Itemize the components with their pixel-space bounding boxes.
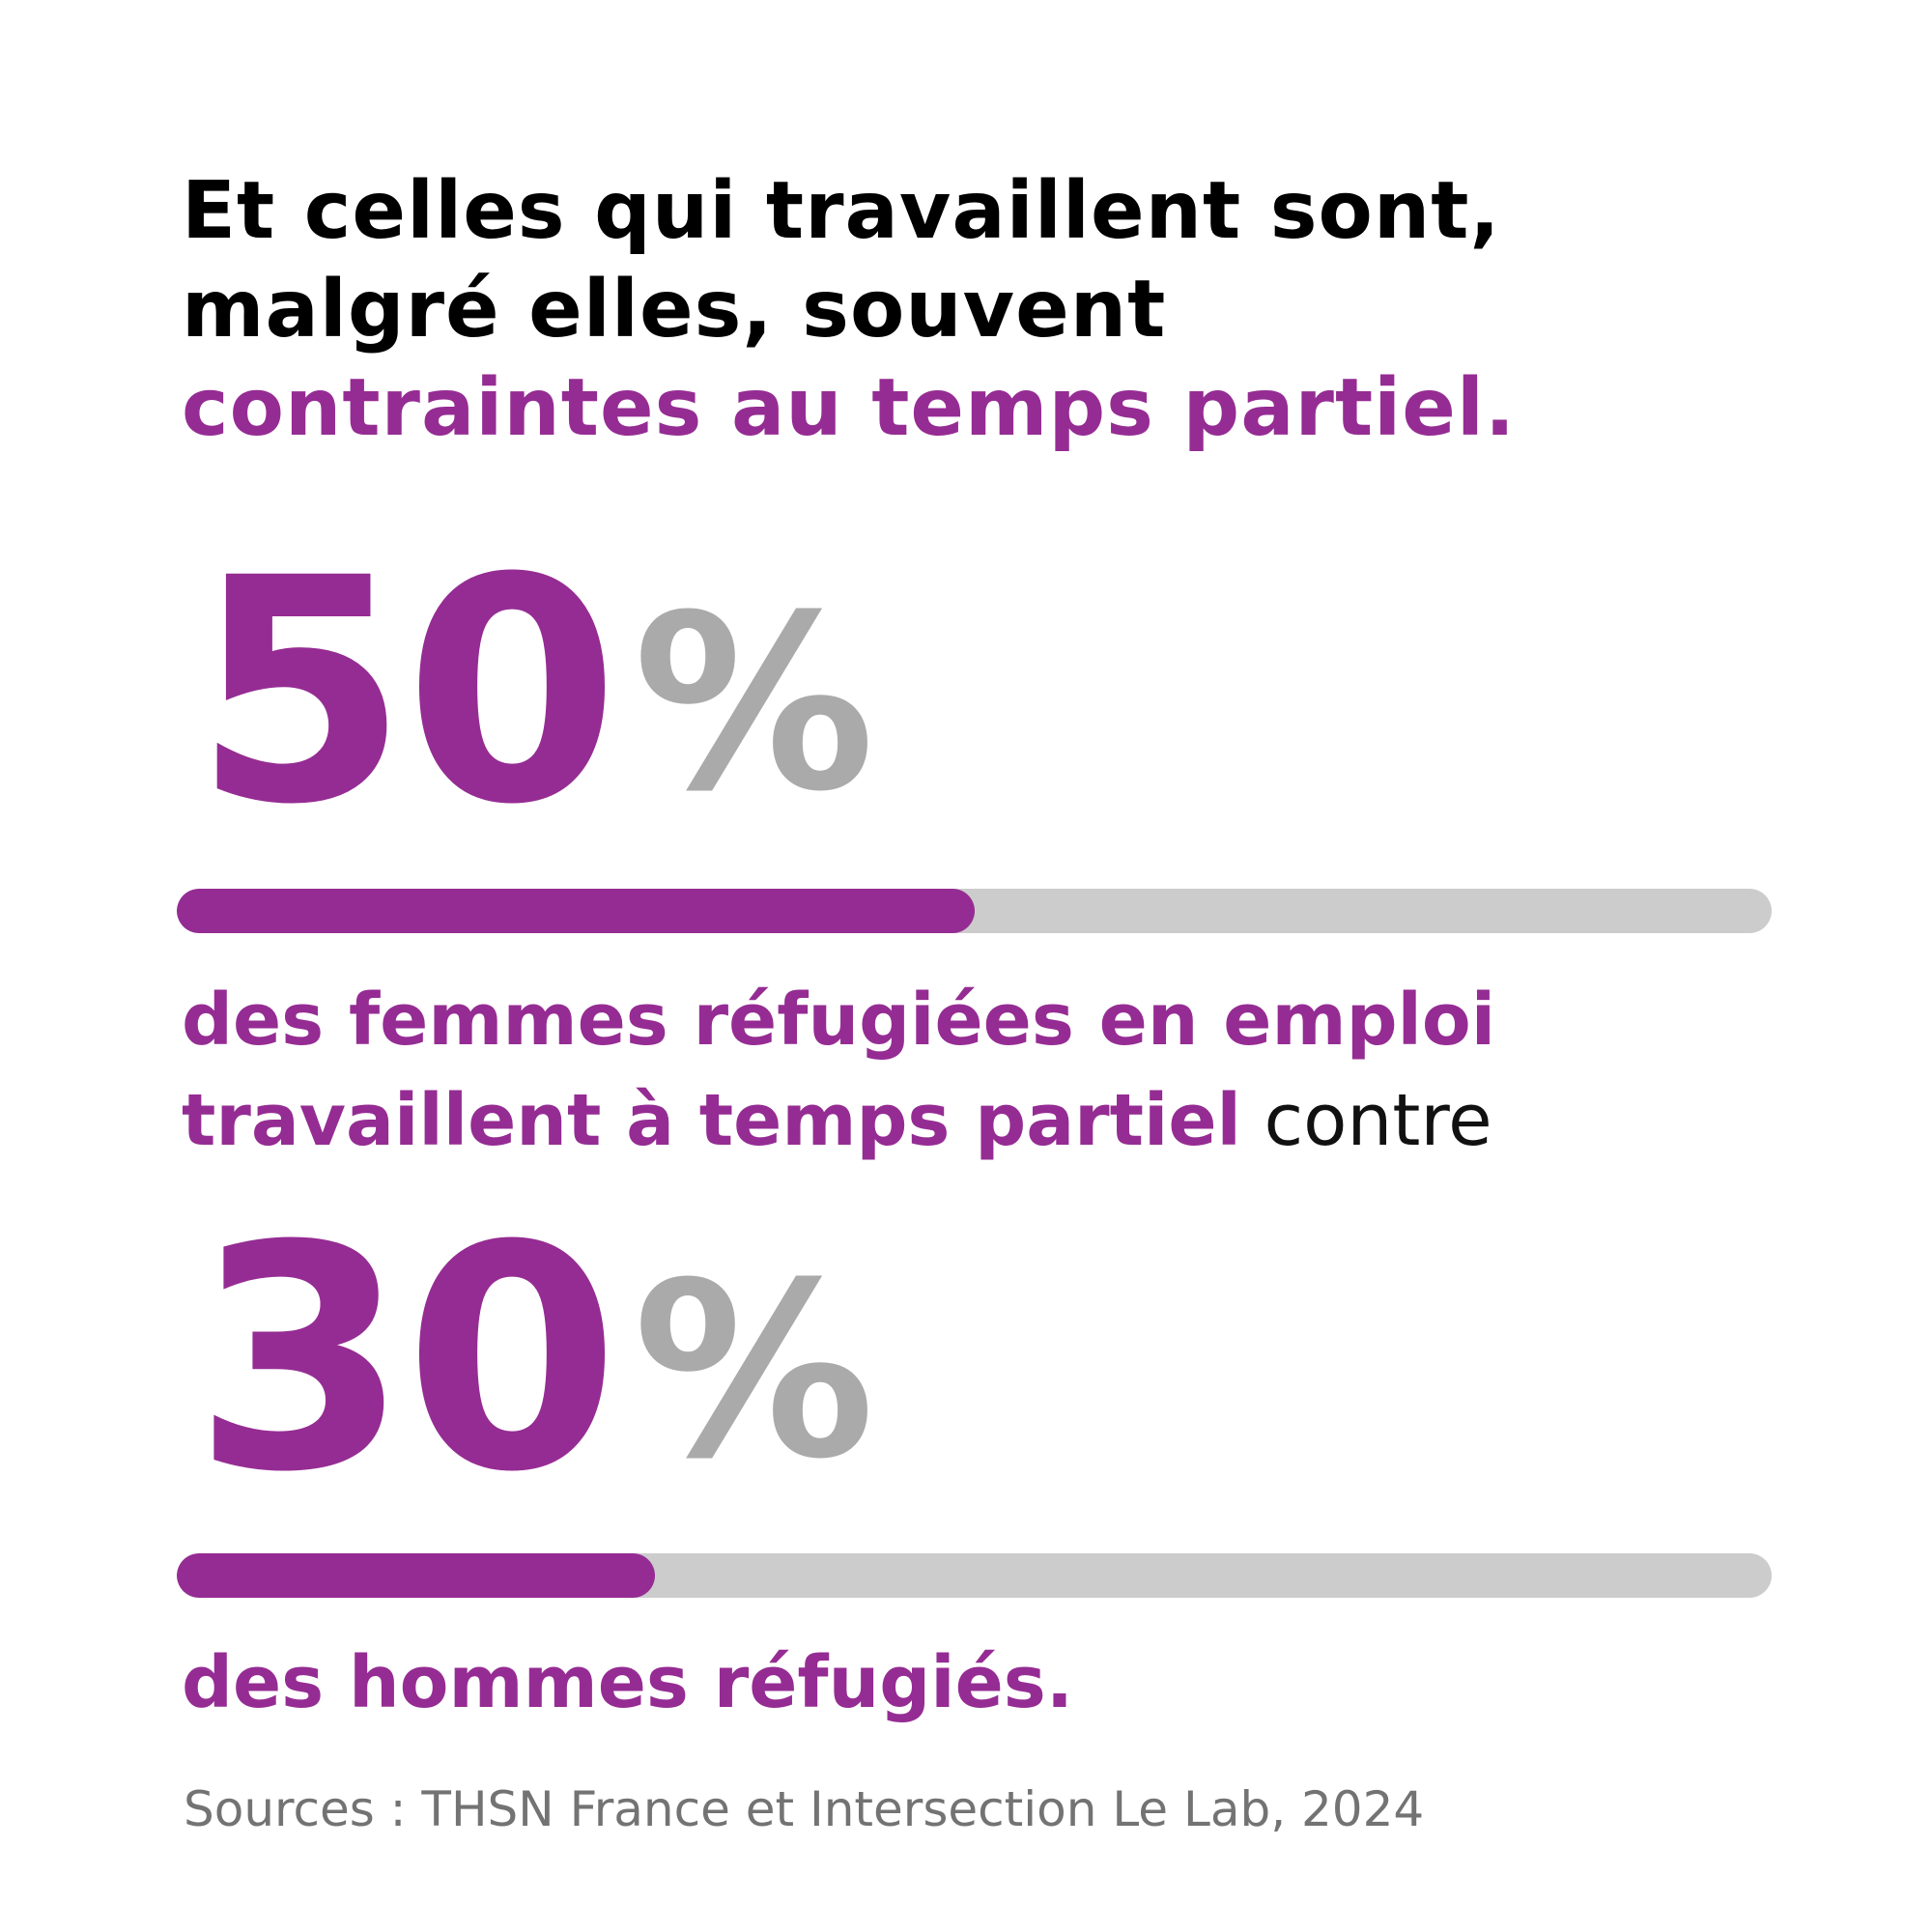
stat-men: 30 % [193, 1180, 875, 1540]
stat-men-percent-sign: % [633, 1231, 875, 1512]
source-note: Sources : THSN France et Intersection Le… [184, 1781, 1425, 1837]
caption-men-text: des hommes réfugiés. [182, 1641, 1073, 1724]
caption-women-suffix: contre [1264, 1079, 1492, 1162]
stat-women: 50 % [193, 513, 875, 872]
progress-fill-women [177, 889, 975, 933]
progress-fill-men [177, 1553, 656, 1598]
caption-women-line-2-text: travaillent à temps partiel [182, 1079, 1241, 1162]
headline-line-2: malgré elles, souvent [182, 264, 1167, 355]
progress-bar-women [177, 889, 1772, 933]
stat-women-value: 50 [193, 513, 619, 872]
caption-men: des hommes réfugiés. [182, 1633, 1824, 1733]
stat-men-value: 30 [193, 1180, 619, 1540]
headline: Et celles qui travaillent sont, malgré e… [182, 162, 1824, 458]
caption-women-line-1: des femmes réfugiées en emploi [182, 979, 1496, 1062]
stat-women-percent-sign: % [633, 563, 875, 844]
caption-women: des femmes réfugiées en emploi travaille… [182, 970, 1824, 1171]
caption-women-line-2: travaillent à temps partiel contre [182, 1070, 1824, 1171]
headline-line-1: Et celles qui travaillent sont, [182, 165, 1501, 257]
progress-bar-men [177, 1553, 1772, 1598]
headline-line-3: contraintes au temps partiel. [182, 362, 1517, 454]
